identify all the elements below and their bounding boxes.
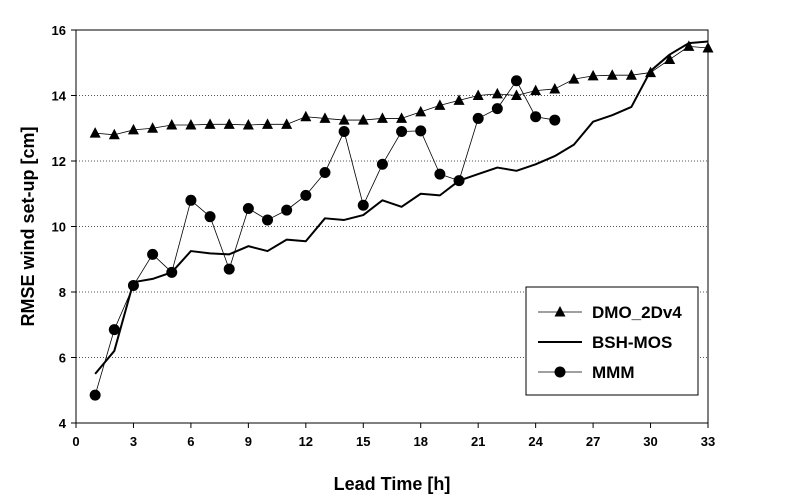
data-point-mmm: [89, 389, 101, 401]
x-tick-label: 12: [299, 434, 313, 449]
y-tick-label: 4: [59, 416, 67, 431]
x-tick-label: 0: [72, 434, 79, 449]
data-point-mmm: [530, 111, 542, 123]
data-point-mmm: [166, 266, 178, 278]
legend-item-dmo-2dv4: DMO_2Dv4: [538, 303, 682, 322]
series-layer: [89, 40, 714, 401]
data-point-dmo-2dv4: [664, 53, 676, 64]
data-point-mmm: [319, 166, 331, 178]
data-point-dmo-2dv4: [281, 118, 293, 129]
y-tick-label: 10: [52, 220, 66, 235]
data-point-dmo-2dv4: [242, 118, 254, 130]
data-point-dmo-2dv4: [204, 118, 216, 129]
x-tick-label: 33: [701, 434, 715, 449]
data-point-dmo-2dv4: [396, 112, 408, 123]
data-point-mmm: [396, 126, 408, 138]
data-point-mmm: [223, 263, 235, 275]
data-point-dmo-2dv4: [568, 73, 580, 84]
data-point-mmm: [147, 248, 159, 260]
data-point-mmm: [338, 126, 350, 138]
x-axis-label: Lead Time [h]: [334, 474, 451, 494]
y-axis-label: RMSE wind set-up [cm]: [18, 126, 38, 326]
series-line-bsh-mos: [94, 40, 709, 375]
x-tick-label: 3: [130, 434, 137, 449]
x-tick-label: 15: [356, 434, 370, 449]
data-point-dmo-2dv4: [510, 89, 522, 100]
x-tick-label: 6: [187, 434, 194, 449]
data-point-dmo-2dv4: [262, 118, 274, 129]
series-dmo-2dv4: [89, 40, 714, 140]
data-point-dmo-2dv4: [549, 82, 561, 94]
data-point-dmo-2dv4: [606, 69, 618, 80]
data-point-mmm: [185, 194, 197, 206]
data-point-dmo-2dv4: [223, 118, 235, 129]
data-point-mmm: [376, 158, 388, 170]
data-point-mmm: [472, 112, 484, 124]
data-point-dmo-2dv4: [683, 40, 695, 51]
data-point-mmm: [127, 279, 139, 291]
data-point-dmo-2dv4: [434, 99, 446, 110]
data-point-dmo-2dv4: [357, 114, 369, 125]
x-tick-label: 27: [586, 434, 600, 449]
data-point-dmo-2dv4: [472, 89, 484, 100]
data-point-mmm: [262, 214, 274, 226]
legend: DMO_2Dv4 BSH-MOS MMM: [525, 286, 699, 396]
data-point-mmm: [357, 199, 369, 211]
legend-item-bsh-mos: BSH-MOS: [538, 333, 672, 352]
y-tick-label: 6: [59, 351, 66, 366]
legend-swatch-marker: [554, 366, 566, 378]
series-mmm: [89, 75, 561, 401]
data-point-mmm: [281, 204, 293, 216]
data-point-dmo-2dv4: [587, 69, 599, 81]
data-point-dmo-2dv4: [491, 87, 503, 99]
data-point-mmm: [108, 324, 120, 336]
data-point-dmo-2dv4: [319, 112, 331, 123]
axes: [71, 29, 709, 428]
x-tick-label: 24: [528, 434, 543, 449]
data-point-dmo-2dv4: [185, 118, 197, 130]
x-tick-label: 18: [413, 434, 427, 449]
data-point-dmo-2dv4: [147, 122, 159, 133]
legend-item-mmm: MMM: [538, 363, 634, 382]
data-point-dmo-2dv4: [127, 123, 139, 135]
data-point-mmm: [434, 168, 446, 180]
tick-labels: 4 6 8 10 12 14 16 0 3 6 9 12 15 18 21 24 27 30 33: [52, 23, 716, 449]
data-point-dmo-2dv4: [530, 84, 542, 96]
data-point-mmm: [204, 211, 216, 223]
data-point-dmo-2dv4: [338, 114, 350, 125]
data-point-dmo-2dv4: [108, 128, 120, 140]
legend-swatch-marker: [554, 306, 566, 317]
y-tick-label: 16: [52, 23, 66, 38]
y-tick-label: 14: [52, 89, 67, 104]
data-point-mmm: [510, 75, 522, 87]
x-tick-label: 21: [471, 434, 485, 449]
y-tick-label: 8: [59, 285, 66, 300]
data-point-dmo-2dv4: [166, 118, 178, 130]
data-point-mmm: [549, 114, 561, 126]
series-bsh-mos: [94, 40, 709, 375]
legend-label: MMM: [592, 363, 634, 382]
data-point-dmo-2dv4: [89, 127, 101, 138]
data-point-mmm: [242, 202, 254, 214]
data-point-dmo-2dv4: [415, 105, 427, 117]
data-point-mmm: [415, 125, 427, 137]
data-point-dmo-2dv4: [300, 110, 312, 122]
data-point-mmm: [453, 175, 465, 187]
data-point-mmm: [491, 103, 503, 115]
data-point-mmm: [300, 189, 312, 201]
x-tick-label: 30: [643, 434, 657, 449]
data-point-dmo-2dv4: [625, 69, 637, 80]
x-tick-label: 9: [245, 434, 252, 449]
data-point-dmo-2dv4: [376, 112, 388, 123]
y-tick-label: 12: [52, 154, 66, 169]
legend-label: BSH-MOS: [592, 333, 672, 352]
legend-label: DMO_2Dv4: [592, 303, 682, 322]
data-point-dmo-2dv4: [453, 94, 465, 105]
